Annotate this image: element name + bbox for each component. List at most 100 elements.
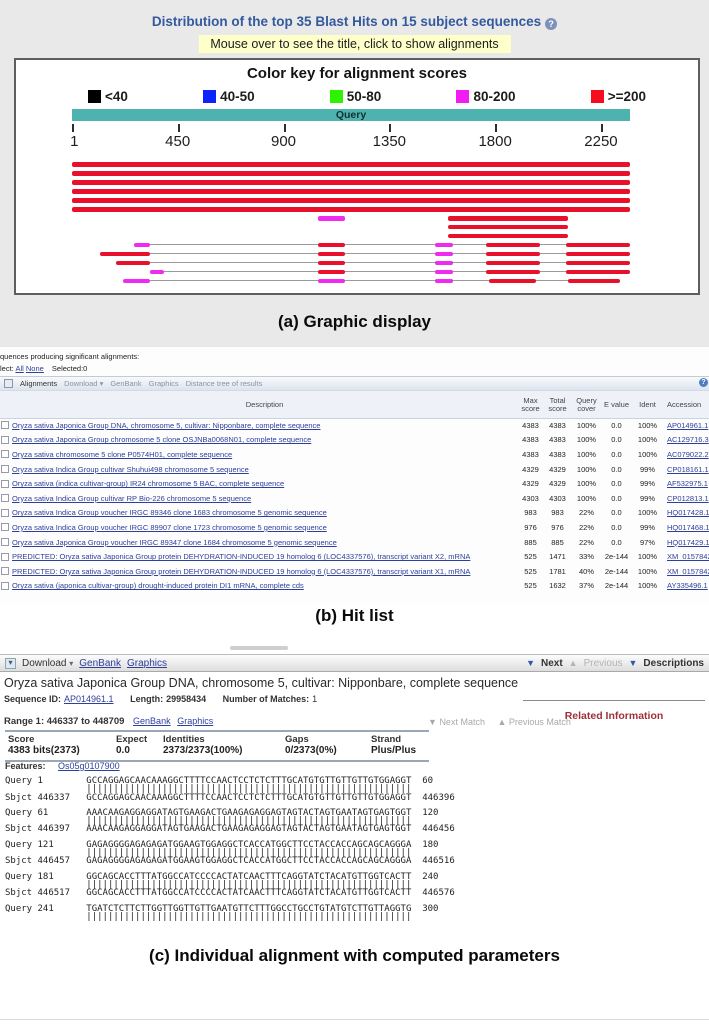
hit-bar[interactable] <box>317 242 345 247</box>
hit-bar[interactable] <box>485 242 540 247</box>
help-icon[interactable]: ? <box>545 18 558 30</box>
hit-bar[interactable] <box>435 260 453 265</box>
hit-bar[interactable] <box>72 207 630 212</box>
hit-checkbox[interactable] <box>1 552 9 561</box>
hit-checkbox[interactable] <box>1 435 9 444</box>
hit-checkbox[interactable] <box>1 523 9 532</box>
hit-accession-link[interactable]: HQ017428.1 <box>667 508 709 518</box>
hit-checkbox[interactable] <box>1 494 9 503</box>
hit-bar[interactable] <box>115 260 151 265</box>
genbank-link[interactable]: GenBank <box>133 716 171 726</box>
hit-bar[interactable] <box>485 260 540 265</box>
help-icon[interactable]: ? <box>699 378 708 387</box>
hit-description-link[interactable]: Oryza sativa Indica Group voucher IRGC 8… <box>12 522 327 532</box>
hit-accession-link[interactable]: XM_015784285. <box>667 566 709 576</box>
hit-accession-link[interactable]: AC079022.2 <box>667 449 709 459</box>
alignments-tab[interactable]: Alignments <box>20 379 58 388</box>
hit-bar[interactable] <box>565 242 630 247</box>
hit-bar[interactable] <box>435 251 453 256</box>
column-description[interactable]: Description <box>245 400 284 409</box>
hit-accession-link[interactable]: AF532975.1 <box>667 479 708 489</box>
previous-button[interactable]: Previous <box>583 657 623 669</box>
hit-bar[interactable] <box>565 269 630 274</box>
hit-bar[interactable] <box>568 278 620 283</box>
hit-accession-link[interactable]: HQ017468.1 <box>667 522 709 532</box>
graphics-link[interactable]: Graphics <box>126 657 167 669</box>
column-ident[interactable]: Ident <box>639 399 656 409</box>
hit-checkbox[interactable] <box>1 450 9 459</box>
hit-bar[interactable] <box>448 233 569 238</box>
hit-accession-link[interactable]: AP014961.1 <box>667 420 709 430</box>
hit-description-link[interactable]: Oryza sativa Indica Group voucher IRGC 8… <box>12 508 327 518</box>
hit-accession-link[interactable]: HQ017429.1 <box>667 537 709 547</box>
hit-checkbox[interactable] <box>1 421 9 430</box>
descriptions-button[interactable]: Descriptions <box>643 657 704 669</box>
hit-bar[interactable] <box>317 260 345 265</box>
hit-bar[interactable] <box>565 260 630 265</box>
download-menu[interactable]: Download ▾ <box>22 657 74 669</box>
hit-bar[interactable] <box>317 278 345 283</box>
hit-bar[interactable] <box>489 278 537 283</box>
next-button[interactable]: Next <box>540 657 563 669</box>
hit-checkbox[interactable] <box>1 479 9 488</box>
hit-checkbox[interactable] <box>1 567 9 576</box>
hit-bar[interactable] <box>317 269 345 274</box>
download-menu[interactable]: Download ▾ <box>64 379 104 388</box>
hit-description-link[interactable]: Oryza sativa Japonica Group voucher IRGC… <box>12 537 337 547</box>
hit-bar[interactable] <box>72 162 630 167</box>
prev-match-button[interactable]: Previous Match <box>508 717 571 727</box>
hit-bar[interactable] <box>565 251 630 256</box>
hit-description-link[interactable]: Oryza sativa Indica Group cultivar Shuhu… <box>12 464 249 474</box>
column-e-value[interactable]: E value <box>603 399 630 409</box>
hit-bar[interactable] <box>122 278 151 283</box>
hit-accession-link[interactable]: CP018161.1 <box>667 464 709 474</box>
hit-bar[interactable] <box>72 189 630 194</box>
hit-description-link[interactable]: PREDICTED: Oryza sativa Japonica Group p… <box>12 552 471 562</box>
select-all-link[interactable]: All <box>15 364 24 373</box>
hit-bar[interactable] <box>435 278 453 283</box>
hit-checkbox[interactable] <box>1 508 9 517</box>
hit-description-link[interactable]: Oryza sativa chromosome 5 clone P0574H01… <box>12 449 233 459</box>
hit-accession-link[interactable]: AC129716.3 <box>667 435 709 445</box>
column-total-score[interactable]: Total score <box>548 395 567 413</box>
hit-description-link[interactable]: Oryza sativa Japonica Group chromosome 5… <box>12 435 312 445</box>
hit-checkbox[interactable] <box>1 538 9 547</box>
hit-bar[interactable] <box>485 269 540 274</box>
hit-bar[interactable] <box>435 269 453 274</box>
hit-checkbox[interactable] <box>1 581 9 590</box>
hit-accession-link[interactable]: AY335496.1 <box>667 581 708 591</box>
hit-bar[interactable] <box>485 251 540 256</box>
graphics-link[interactable]: Graphics <box>148 379 179 388</box>
caption-hit-list: (b) Hit list <box>315 606 394 625</box>
hit-description-link[interactable]: PREDICTED: Oryza sativa Japonica Group p… <box>12 566 471 576</box>
hit-bar[interactable] <box>150 269 164 274</box>
select-none-link[interactable]: None <box>25 364 44 373</box>
hit-bar[interactable] <box>72 198 630 203</box>
next-match-button[interactable]: Next Match <box>439 717 485 727</box>
hit-bar[interactable] <box>134 242 150 247</box>
hit-bar[interactable] <box>448 224 569 229</box>
hit-bar[interactable] <box>317 251 345 256</box>
hit-description-link[interactable]: Oryza sativa Japonica Group DNA, chromos… <box>12 420 321 430</box>
column-max-score[interactable]: Max score <box>521 395 540 413</box>
hit-bar[interactable] <box>435 242 453 247</box>
hit-bar[interactable] <box>72 171 630 176</box>
hit-accession-link[interactable]: XM_015784286. <box>667 552 709 562</box>
distance-tree-link[interactable]: Distance tree of results <box>185 379 263 388</box>
hit-accession-link[interactable]: CP012813.1 <box>667 493 709 503</box>
genbank-link[interactable]: GenBank <box>110 379 142 388</box>
column-query-cover[interactable]: Query cover <box>576 395 597 413</box>
hit-bar[interactable] <box>317 216 345 221</box>
hit-description-link[interactable]: Oryza sativa (japonica cultivar-group) d… <box>12 581 304 591</box>
hit-description-link[interactable]: Oryza sativa Indica Group cultivar RP Bi… <box>12 493 252 503</box>
features-link[interactable]: Os05g0107900 <box>58 761 120 771</box>
genbank-link[interactable]: GenBank <box>79 657 121 669</box>
hit-bar[interactable] <box>100 251 151 256</box>
hit-bar[interactable] <box>448 216 569 221</box>
column-accession[interactable]: Accession <box>667 400 702 409</box>
hit-description-link[interactable]: Oryza sativa (indica cultivar-group) IR2… <box>12 479 285 489</box>
hit-checkbox[interactable] <box>1 465 9 474</box>
sequence-id-link[interactable]: AP014961.1 <box>64 694 114 704</box>
graphics-link[interactable]: Graphics <box>177 716 214 726</box>
hit-bar[interactable] <box>72 180 630 185</box>
